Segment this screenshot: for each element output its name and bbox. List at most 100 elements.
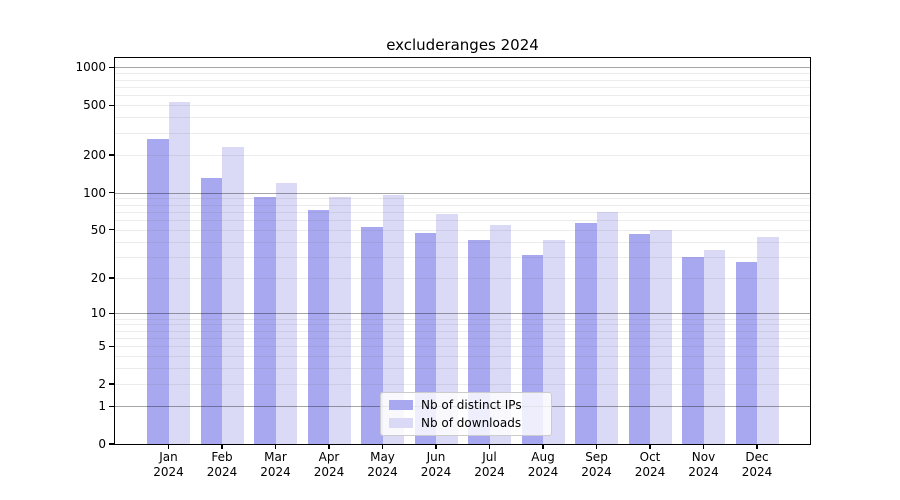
bar-distinct-ips-sep [575,222,597,444]
x-axis-tick-label: Jun 2024 [420,450,452,479]
y-tick-mark [109,104,114,106]
bar-distinct-ips-apr [307,210,329,444]
grid-line-minor [115,229,810,231]
x-tick-mark [488,444,491,449]
x-axis-tick-label: May 2024 [367,450,398,479]
x-axis-tick-label: Apr 2024 [313,450,345,479]
grid-line-minor [115,204,810,206]
grid-line-minor [115,73,810,75]
bar-distinct-ips-jun [414,233,436,444]
plot-area [114,57,811,445]
grid-line-minor [115,241,810,243]
legend-item: Nb of distinct IPs [389,398,543,412]
grid-line-minor [115,211,810,213]
legend-swatch-downloads [389,417,413,428]
grid-line-minor [115,337,810,339]
legend-swatch-distinct-ips [389,400,413,411]
x-tick-mark [435,444,437,449]
y-axis-tick-label: 20 [90,271,106,286]
grid-line-minor [115,356,810,358]
grid-line-minor [115,117,810,119]
y-axis-tick-label: 500 [83,98,106,113]
grid-line-minor [115,278,810,280]
bar-distinct-ips-dec [735,262,757,444]
y-axis-tick-label: 50 [90,222,106,237]
bar-downloads-jun [436,214,458,444]
x-axis-tick-label: Jul 2024 [474,450,505,479]
bar-distinct-ips-jan [147,138,169,444]
x-tick-mark [274,444,277,449]
y-tick-mark [109,443,114,445]
y-tick-mark [109,229,114,231]
legend-item: Nb of downloads [389,416,543,430]
grid-line-minor [115,132,810,134]
y-tick-mark [109,66,114,69]
y-axis-tick-label: 0 [98,437,106,451]
bar-downloads-may [382,195,404,444]
grid-line-minor [115,330,810,332]
bar-distinct-ips-may [361,226,383,444]
y-tick-mark [109,312,114,314]
x-axis-tick-label: Jan 2024 [153,450,184,479]
x-tick-mark [328,444,330,449]
bar-downloads-feb [222,147,244,444]
x-tick-mark [542,444,544,449]
x-tick-mark [649,444,651,449]
x-axis-tick-label: Feb 2024 [206,450,238,479]
x-axis-tick-label: Dec 2024 [741,450,773,479]
grid-line-major [115,192,810,194]
legend-label: Nb of distinct IPs [421,398,522,413]
grid-line-minor [115,95,810,97]
grid-line-minor [115,105,810,107]
bar-distinct-ips-feb [200,178,222,444]
y-axis-tick-label: 1000 [75,60,106,75]
grid-line-minor [115,318,810,320]
bar-downloads-oct [650,229,672,444]
bar-downloads-mar [275,182,297,444]
bar-downloads-apr [329,197,351,444]
y-tick-mark [109,154,114,156]
y-tick-mark [109,277,114,279]
bar-downloads-sep [596,212,618,444]
y-axis-tick-label: 100 [83,185,106,200]
grid-line-minor [115,368,810,370]
y-axis-tick-label: 1 [98,399,106,414]
bar-distinct-ips-mar [254,197,276,444]
bar-distinct-ips-oct [628,234,650,444]
y-axis-tick-label: 5 [98,339,106,354]
x-tick-mark [702,444,705,449]
y-tick-mark [109,345,114,347]
x-axis-tick-label: Sep 2024 [581,450,612,479]
y-tick-mark [109,383,114,385]
legend-label: Nb of downloads [421,415,522,430]
x-axis-tick-label: Aug 2024 [527,450,559,479]
x-tick-mark [595,444,598,449]
bar-downloads-nov [703,250,725,444]
chart-title: excluderanges 2024 [386,36,539,54]
y-axis-tick-label: 2 [98,377,106,392]
legend: Nb of distinct IPs Nb of downloads [380,392,552,436]
y-tick-mark [109,191,114,194]
grid-line-major [115,313,810,315]
y-axis-tick-label: 10 [90,306,106,321]
bar-downloads-jan [168,102,190,444]
bar-downloads-dec [757,236,779,444]
grid-line-minor [115,346,810,348]
x-tick-mark [167,444,170,449]
x-tick-mark [221,444,223,449]
grid-line-minor [115,198,810,200]
x-tick-mark [381,444,384,449]
grid-line-minor [115,154,810,156]
x-axis-tick-label: Nov 2024 [688,450,719,479]
grid-line-minor [115,219,810,221]
y-axis-tick-label: 200 [83,147,106,162]
grid-line-minor [115,256,810,258]
x-axis-tick-label: Mar 2024 [260,450,291,479]
bar-downloads-jul [489,224,511,444]
grid-line-minor [115,86,810,88]
grid-line-minor [115,384,810,386]
grid-line-minor [115,79,810,81]
x-tick-mark [756,444,758,449]
grid-line-major [115,67,810,69]
